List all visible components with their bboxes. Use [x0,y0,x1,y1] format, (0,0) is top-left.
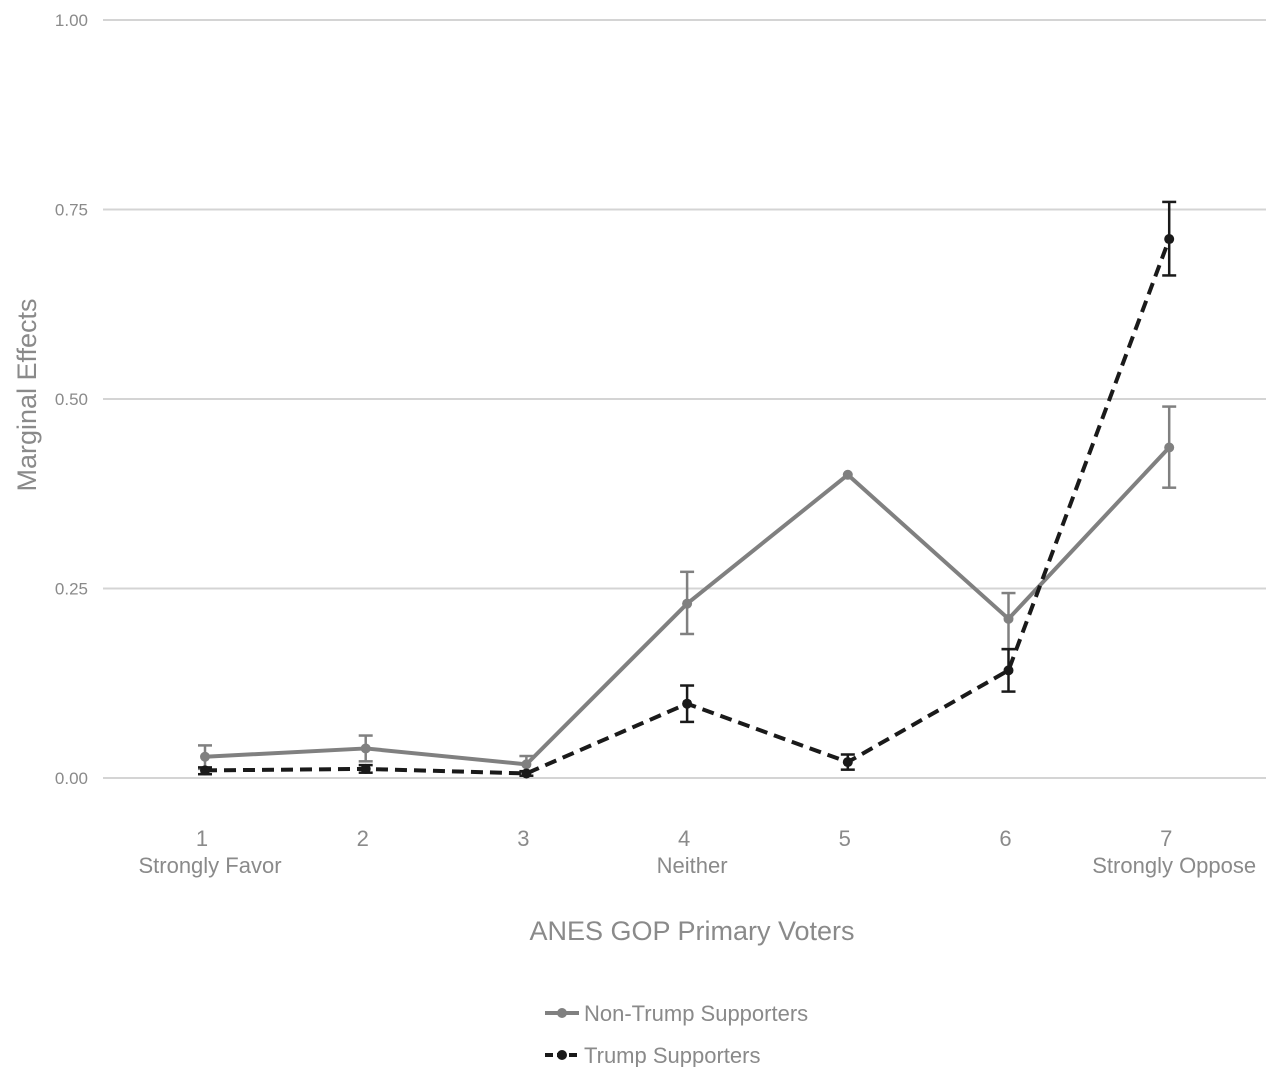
series-trump-supporters [198,200,1177,779]
x-tick-sublabel: Strongly Favor [138,853,281,878]
data-point [200,751,210,762]
legend-item: Trump Supporters [545,1043,760,1067]
legend-item: Non-Trump Supporters [545,1001,808,1026]
data-point [521,759,532,770]
data-point [360,763,371,774]
y-axis-title: Marginal Effects [12,298,42,491]
data-point [1164,234,1175,245]
x-tick-label: 5 [839,826,851,851]
series-non-trump-supporters [198,405,1177,774]
x-tick-label: 3 [517,826,529,851]
x-tick-label: 6 [999,826,1011,851]
data-point [842,469,853,480]
y-tick-label: 1.00 [55,11,88,30]
y-tick-label: 0.25 [55,580,88,599]
data-point [1003,665,1014,676]
y-tick-label: 0.00 [55,769,88,788]
data-point [521,768,532,779]
legend-key-point [557,1050,567,1060]
data-point [842,757,853,768]
legend-label: Non-Trump Supporters [584,1001,808,1026]
data-point [682,598,693,609]
x-tick-label: 1 [196,826,208,851]
y-tick-labels: 0.00 0.25 0.50 0.75 1.00 [55,11,88,788]
data-point [360,743,371,754]
y-tick-label: 0.75 [55,201,88,220]
x-tick-label: 2 [357,826,369,851]
y-tick-label: 0.50 [55,390,88,409]
x-tick-sublabel: Strongly Oppose [1092,853,1256,878]
x-tick-label: 7 [1160,826,1172,851]
series-layer [198,200,1177,779]
legend-label: Trump Supporters [584,1043,760,1067]
grid-lines [103,19,1266,779]
legend: Non-Trump Supporters Trump Supporters [545,1001,808,1067]
x-tick-label: 4 [678,826,690,851]
data-point [200,765,210,776]
data-point [682,698,693,709]
x-tick-sublabel: Neither [657,853,728,878]
data-point [1003,613,1014,624]
x-axis-title: ANES GOP Primary Voters [529,916,854,946]
data-point [1164,442,1175,453]
legend-key-point [557,1008,567,1018]
